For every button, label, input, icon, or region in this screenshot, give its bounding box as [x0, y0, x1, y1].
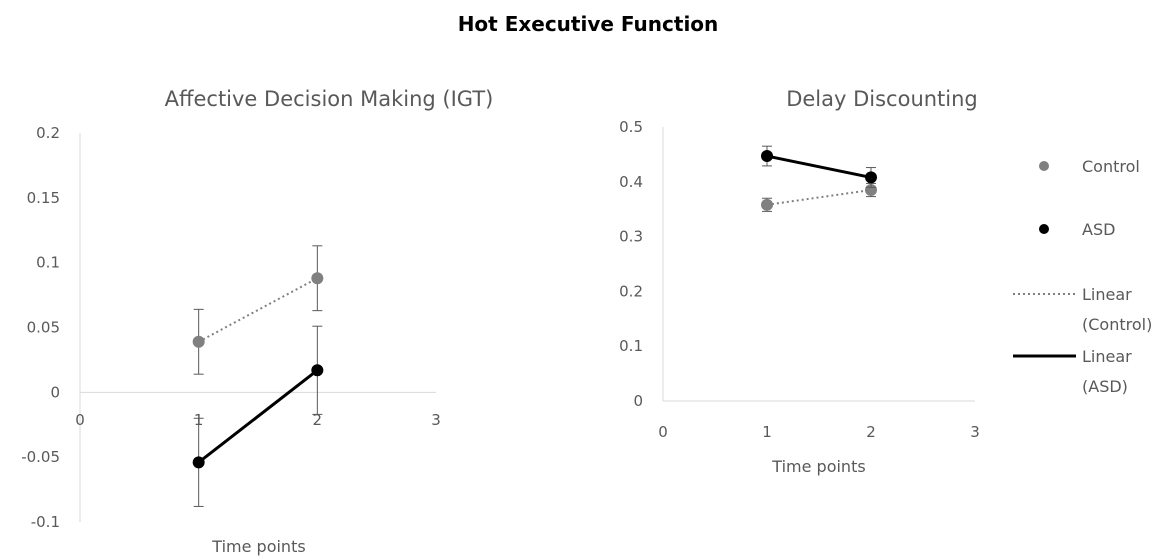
y-tick-label: 0.05 [27, 319, 60, 337]
y-tick-label: 0.2 [619, 282, 643, 300]
legend-marker [1039, 224, 1049, 234]
trend-line [766, 154, 872, 179]
plot-title: Affective Decision Making (IGT) [165, 87, 494, 111]
legend-item: Control [1039, 157, 1140, 176]
y-tick-label: 0 [50, 383, 60, 401]
y-tick-label: -0.05 [21, 448, 60, 466]
data-point [192, 456, 205, 469]
y-tick-label: 0.3 [619, 228, 643, 246]
legend-label: (ASD) [1082, 377, 1128, 396]
trend-line [766, 189, 872, 206]
x-tick-label: 0 [658, 423, 668, 441]
data-point [192, 335, 205, 348]
x-tick-label: 2 [313, 411, 323, 429]
legend-label: (Control) [1082, 315, 1152, 334]
y-tick-label: 0.1 [619, 337, 643, 355]
legend-label: Control [1082, 157, 1140, 176]
data-point [761, 150, 773, 163]
x-axis-label: Time points [211, 537, 305, 556]
x-axis-label: Time points [771, 457, 865, 476]
legend-item: Linear (Control) [1013, 285, 1152, 334]
trend-line [198, 277, 318, 343]
x-tick-label: 3 [431, 411, 441, 429]
plot-title: Delay Discounting [786, 87, 978, 111]
trend-line [197, 369, 319, 464]
main-title: Hot Executive Function [458, 12, 719, 36]
plots-group: Affective Decision Making (IGT) -0.1 -0.05… [21, 87, 980, 556]
x-tick-label: 0 [75, 411, 85, 429]
series-control [192, 245, 324, 375]
plot-2: Delay Discounting 0 0.1 0.2 0.3 0.4 0.5 0 1 2 3 Tim… [619, 87, 980, 476]
data-point [865, 171, 877, 184]
legend-item: Linear (ASD) [1013, 347, 1132, 396]
data-point [761, 198, 773, 211]
legend-label: Linear [1082, 347, 1132, 366]
y-tick-label: 0.5 [619, 118, 643, 136]
y-tick-label: 0.1 [36, 254, 60, 272]
series-control [761, 182, 877, 212]
y-tick-label: 0.4 [619, 173, 643, 191]
x-tick-label: 3 [970, 423, 980, 441]
x-tick-label: 1 [762, 423, 772, 441]
y-tick-label: 0 [633, 392, 643, 410]
x-tick-label: 2 [866, 423, 876, 441]
legend: Control ASD Linear (Control) Linear (ASD) [1013, 157, 1152, 396]
y-tick-label: 0.2 [36, 124, 60, 142]
legend-marker [1039, 161, 1049, 171]
data-point [311, 272, 324, 285]
data-point [311, 364, 324, 377]
y-tick-label: 0.15 [27, 189, 60, 207]
legend-item: ASD [1039, 220, 1115, 239]
y-tick-label: -0.1 [31, 513, 60, 531]
plot-1: Affective Decision Making (IGT) -0.1 -0.05… [21, 87, 493, 556]
series-asd [761, 145, 877, 188]
legend-label: Linear [1082, 285, 1132, 304]
series-asd [192, 325, 324, 507]
legend-label: ASD [1082, 220, 1115, 239]
